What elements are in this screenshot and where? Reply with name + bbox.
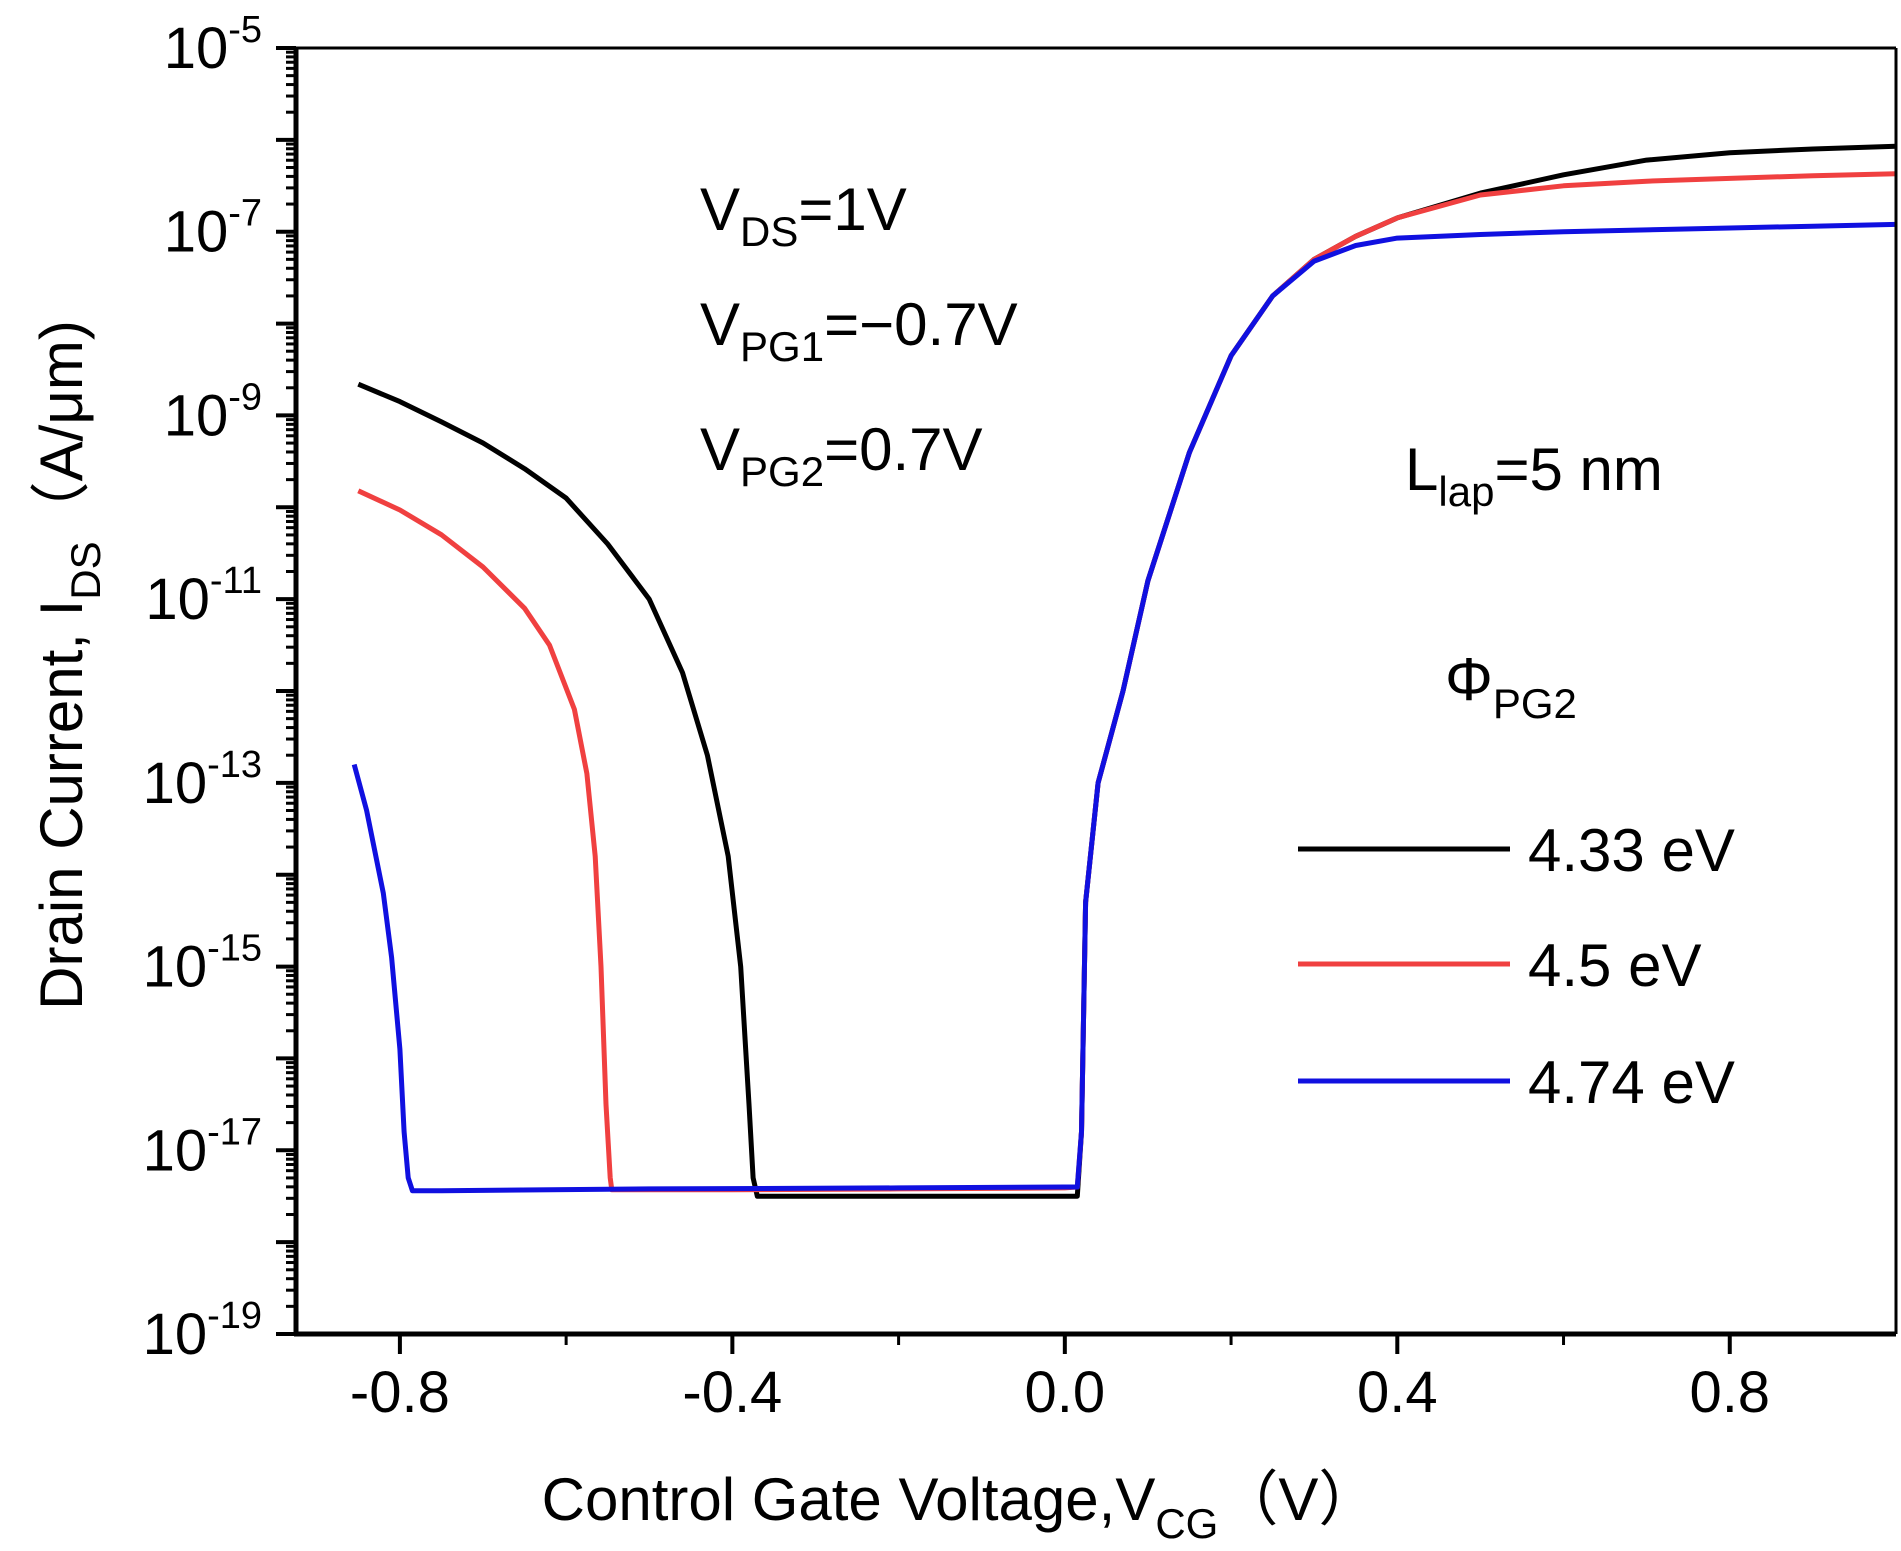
legend-title: ΦPG2 bbox=[1445, 646, 1577, 727]
annotation-vpg1: VPG1=−0.7V bbox=[700, 291, 1018, 370]
tick-group: 10-19 10-17 10-15 10-13 10-11 10-9 10-7 10-5 -0.… bbox=[143, 9, 1771, 1425]
legend-label-4.74: 4.74 eV bbox=[1528, 1049, 1735, 1116]
series-line-4.74-eV bbox=[351, 221, 1897, 1194]
series-group bbox=[351, 143, 1897, 1199]
y-tick-label: 10-7 bbox=[164, 193, 262, 265]
x-tick-label: 0.4 bbox=[1357, 1360, 1438, 1425]
annotation-llap: Llap=5 nm bbox=[1405, 436, 1663, 515]
x-tick-label: -0.4 bbox=[682, 1360, 782, 1425]
x-axis-title: Control Gate Voltage,VCG（V） bbox=[542, 1466, 1379, 1547]
legend-label-4.33: 4.33 eV bbox=[1528, 817, 1735, 884]
y-tick-label: 10-5 bbox=[164, 9, 262, 81]
y-tick-label: 10-13 bbox=[143, 744, 262, 816]
y-tick-label: 10-9 bbox=[164, 376, 262, 448]
y-axis-title: Drain Current, IDS（A/μm) bbox=[28, 320, 109, 1010]
axes-group bbox=[293, 46, 1898, 1337]
x-tick-label: -0.8 bbox=[350, 1360, 450, 1425]
annotation-vds: VDS=1V bbox=[700, 176, 907, 255]
y-tick-label: 10-15 bbox=[143, 928, 262, 1000]
y-tick-label: 10-17 bbox=[143, 1111, 262, 1183]
annotation-vpg2: VPG2=0.7V bbox=[700, 416, 983, 495]
x-tick-label: 0.0 bbox=[1025, 1360, 1106, 1425]
y-tick-label: 10-19 bbox=[143, 1295, 262, 1367]
x-tick-label: 0.8 bbox=[1689, 1360, 1770, 1425]
legend-label-4.5: 4.5 eV bbox=[1528, 932, 1701, 999]
y-tick-label: 10-11 bbox=[145, 560, 262, 632]
